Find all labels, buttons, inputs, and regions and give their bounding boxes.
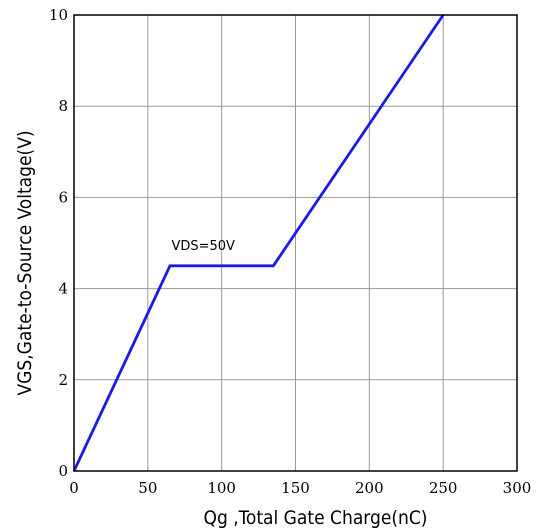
plot-frame [73,14,518,472]
grid [74,15,517,471]
x-tick-label: 300 [503,479,532,497]
y-tick-label: 4 [58,280,68,298]
x-tick-labels: 0 50 100 150 200 250 300 [69,479,531,497]
x-tick-label: 200 [355,479,384,497]
y-tick-label: 2 [58,371,68,389]
x-axis-title: Qg ,Total Gate Charge(nC) [204,507,428,529]
series-line-0 [72,14,445,472]
x-tick-label: 150 [281,479,310,497]
series-group [72,14,445,472]
x-tick-label: 50 [138,479,157,497]
y-axis-title: VGS,Gate-to-Source Voltage(V) [14,130,36,395]
x-tick-label: 250 [429,479,458,497]
y-tick-label: 0 [58,462,68,480]
annotations: VDS=50V [171,239,235,254]
y-tick-label: 8 [58,97,68,115]
x-tick-label: 100 [207,479,236,497]
y-tick-label: 10 [49,6,68,24]
y-tick-label: 6 [58,188,68,206]
y-tick-labels: 0 2 4 6 8 10 [49,6,68,480]
x-tick-label: 0 [69,479,79,497]
annotation-label: VDS=50V [171,239,235,254]
